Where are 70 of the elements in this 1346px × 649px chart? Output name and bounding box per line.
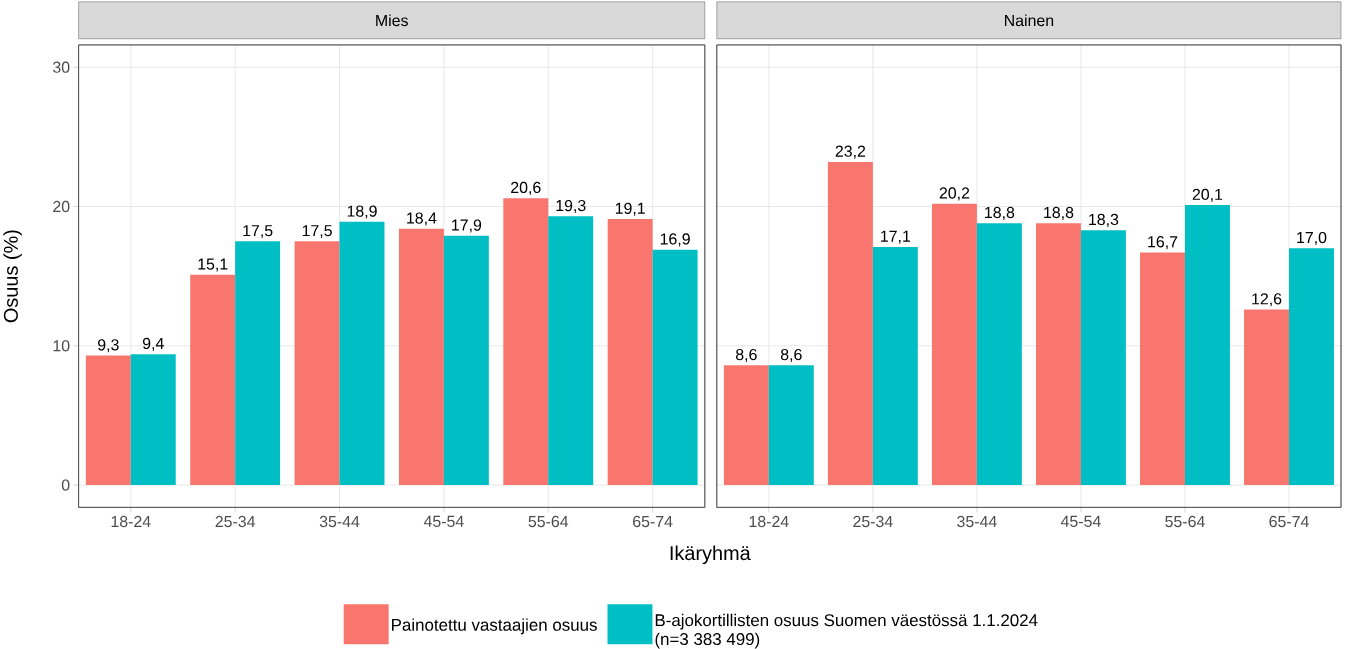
y-axis-title: Osuus (%): [3, 230, 22, 323]
data-label: 18,4: [407, 212, 437, 226]
y-tick-label: 0: [61, 479, 70, 491]
y-tick-label: 20: [53, 200, 70, 213]
bar: [827, 161, 873, 485]
x-tick-label: 25-34: [215, 515, 256, 528]
x-tick-label: 35-44: [319, 515, 360, 528]
data-label: 17,1: [881, 230, 911, 244]
x-tick-label: 18-24: [749, 515, 789, 528]
bar: [85, 355, 131, 485]
chart-title: Nainen: [1005, 14, 1054, 27]
bar: [872, 246, 918, 485]
data-label: 18,8: [1044, 206, 1074, 220]
x-axis-title: Ikäryhmä: [670, 545, 751, 565]
bar: [1184, 205, 1230, 485]
data-label: 8,6: [780, 348, 802, 362]
data-label: 8,6: [735, 348, 757, 362]
bar: [294, 241, 340, 485]
bar: [976, 223, 1022, 485]
data-label: 20,2: [939, 187, 970, 201]
data-label: 19,1: [615, 202, 645, 216]
legend-label: B-ajokortillisten osuus Suomen väestössä 1.1.2024 (n=3 383 499): [655, 613, 1038, 649]
bar: [931, 203, 977, 485]
data-label: 20,1: [1192, 188, 1223, 202]
bar: [548, 216, 594, 485]
y-tick-label: 30: [53, 61, 70, 73]
bar: [130, 354, 176, 485]
bar: [723, 365, 769, 485]
bar: [398, 228, 444, 485]
data-label: 17,5: [243, 225, 273, 239]
data-label: 23,2: [835, 145, 866, 159]
data-label: 19,3: [556, 199, 586, 213]
chart-title: Mies: [376, 14, 408, 27]
data-label: 12,6: [1252, 293, 1282, 307]
x-tick-label: 65-74: [633, 515, 673, 528]
data-label: 18,3: [1089, 213, 1119, 227]
y-tick-label: 10: [53, 340, 70, 352]
data-label: 17,5: [302, 225, 332, 239]
data-label: 16,9: [660, 233, 690, 247]
data-label: 20,6: [511, 181, 541, 195]
bar: [1244, 309, 1290, 485]
x-tick-label: 35-44: [957, 515, 997, 528]
data-label: 17,9: [452, 219, 482, 233]
data-label: 9,3: [98, 339, 119, 353]
x-tick-label: 18-24: [111, 515, 151, 528]
data-label: 16,7: [1148, 236, 1178, 250]
data-label: 9,4: [142, 337, 164, 351]
legend-label: Painotettu vastaajien osuus: [392, 618, 597, 635]
x-tick-label: 45-54: [1060, 515, 1101, 527]
data-label: 17,0: [1297, 231, 1327, 245]
bar: [607, 218, 653, 485]
bar: [443, 235, 489, 485]
bar: [1035, 223, 1081, 485]
data-label: 15,1: [198, 258, 228, 272]
x-tick-label: 45-54: [423, 515, 464, 527]
bar: [768, 365, 814, 485]
x-tick-label: 65-74: [1269, 515, 1309, 528]
bar: [503, 198, 549, 485]
bar: [1140, 252, 1185, 485]
x-tick-label: 25-34: [853, 515, 893, 528]
data-label: 18,8: [985, 206, 1015, 220]
bar: [1289, 248, 1334, 485]
bar: [190, 274, 236, 485]
bar: [339, 221, 385, 485]
data-label: 18,9: [347, 205, 377, 219]
x-tick-label: 55-64: [1165, 515, 1205, 528]
bar: [1080, 230, 1126, 485]
bar: [652, 249, 698, 485]
bar: [235, 241, 281, 485]
x-tick-label: 55-64: [528, 515, 569, 528]
